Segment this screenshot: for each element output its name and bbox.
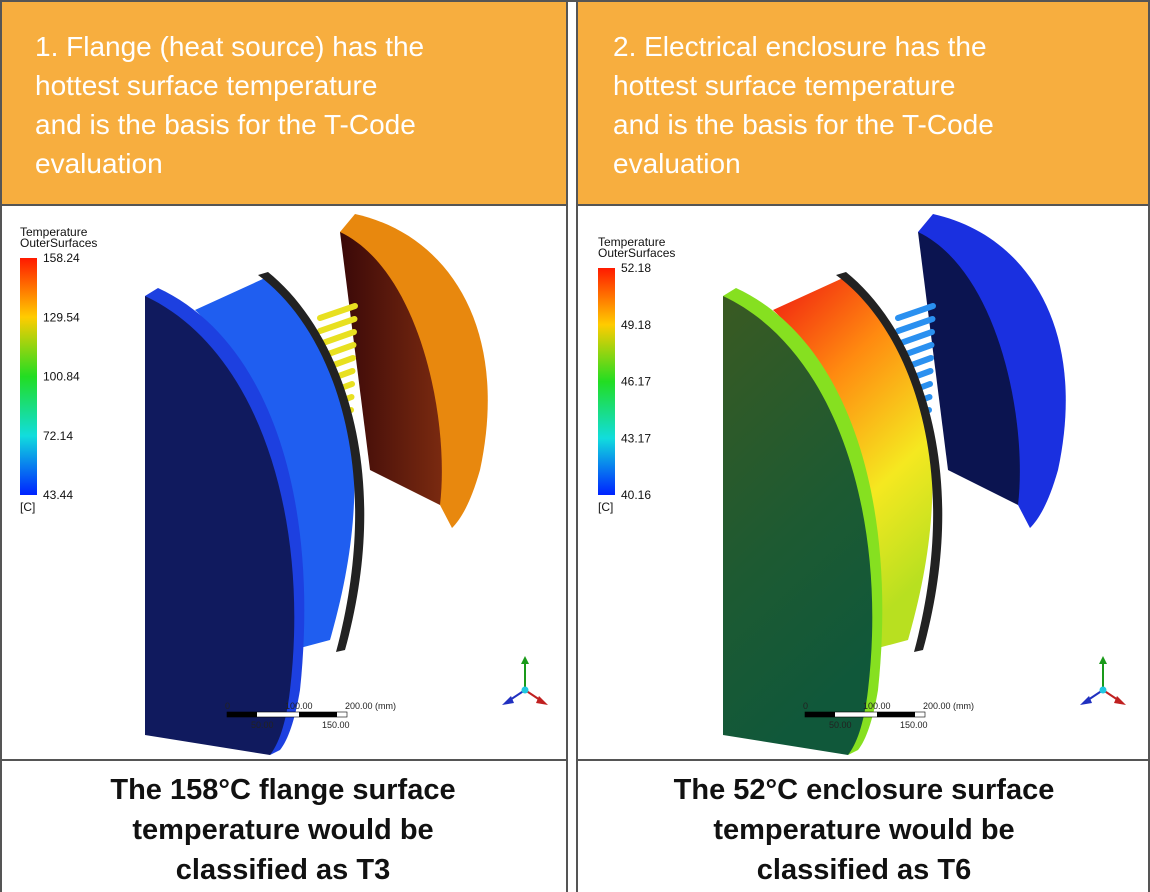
scale-label: 100.00 xyxy=(863,701,891,711)
header-bg xyxy=(578,0,1150,205)
legend-label: 49.18 xyxy=(621,318,651,332)
header-text: evaluation xyxy=(613,148,741,179)
header-text: hottest surface temperature xyxy=(35,70,377,101)
scale-label: 100.00 xyxy=(285,701,313,711)
legend-title: Temperature xyxy=(598,235,666,249)
legend-unit: [C] xyxy=(20,500,35,514)
scale-label: 200.00 (mm) xyxy=(923,701,974,711)
legend-label: 43.17 xyxy=(621,431,651,445)
scale-bar xyxy=(299,712,337,717)
header-text: 2. Electrical enclosure has the xyxy=(613,31,987,62)
footer-text: classified as T3 xyxy=(176,854,390,886)
header-text: and is the basis for the T-Code xyxy=(613,109,994,140)
axis-triad xyxy=(1114,696,1126,705)
front-face xyxy=(145,296,295,755)
header-bg xyxy=(0,0,566,205)
legend-label: 40.16 xyxy=(621,488,651,502)
panel: 1. Flange (heat source) has the hottest s… xyxy=(0,0,566,886)
simulation-image xyxy=(145,214,488,755)
fin xyxy=(895,316,936,334)
front-face xyxy=(723,296,873,755)
legend-title: Temperature xyxy=(20,225,88,239)
footer-text: The 52°C enclosure surface xyxy=(674,774,1055,806)
axis-triad xyxy=(1099,686,1107,694)
header-text: hottest surface temperature xyxy=(613,70,955,101)
axis-triad xyxy=(502,696,514,705)
legend-subtitle: OuterSurfaces xyxy=(20,236,97,250)
axis-triad xyxy=(521,656,529,664)
flange-ring xyxy=(258,272,365,652)
legend-label: 129.54 xyxy=(43,310,80,324)
back-disc-face xyxy=(918,232,1020,505)
fin xyxy=(895,329,935,347)
legend-unit: [C] xyxy=(598,500,613,514)
legend-label: 52.18 xyxy=(621,261,651,275)
footer-text: classified as T6 xyxy=(757,854,971,886)
scale-bar xyxy=(877,712,915,717)
legend-colorbar xyxy=(20,258,37,495)
footer-text: The 158°C flange surface xyxy=(110,774,455,806)
footer-text: temperature would be xyxy=(132,814,433,846)
scale-label: 150.00 xyxy=(900,720,928,730)
legend-label: 46.17 xyxy=(621,375,651,389)
fin xyxy=(317,316,358,334)
simulation-image xyxy=(723,214,1066,755)
legend-label: 158.24 xyxy=(43,251,80,265)
scale-bar xyxy=(227,712,257,717)
header-text: 1. Flange (heat source) has the xyxy=(35,31,424,62)
axis-triad xyxy=(536,696,548,705)
fin xyxy=(895,303,936,321)
scale-bar xyxy=(805,712,835,717)
scale-label: 0 xyxy=(225,701,230,711)
axis-triad xyxy=(1099,656,1107,664)
scale-label: 200.00 (mm) xyxy=(345,701,396,711)
scale-label: 50.00 xyxy=(829,720,852,730)
scale-label: 50.00 xyxy=(251,720,274,730)
legend-colorbar xyxy=(598,268,615,495)
scale-label: 150.00 xyxy=(322,720,350,730)
flange-ring xyxy=(836,272,943,652)
legend-subtitle: OuterSurfaces xyxy=(598,246,675,260)
scale-label: 0 xyxy=(803,701,808,711)
header-text: and is the basis for the T-Code xyxy=(35,109,416,140)
fin xyxy=(317,303,358,321)
fin xyxy=(317,329,357,347)
panel: 2. Electrical enclosure has the hottest s… xyxy=(578,0,1150,886)
legend-label: 43.44 xyxy=(43,488,73,502)
footer-text: temperature would be xyxy=(713,814,1014,846)
axis-triad xyxy=(1080,696,1092,705)
legend-label: 72.14 xyxy=(43,429,73,443)
legend-label: 100.84 xyxy=(43,370,80,384)
header-text: evaluation xyxy=(35,148,163,179)
axis-triad xyxy=(521,686,529,694)
back-disc-face xyxy=(340,232,442,505)
